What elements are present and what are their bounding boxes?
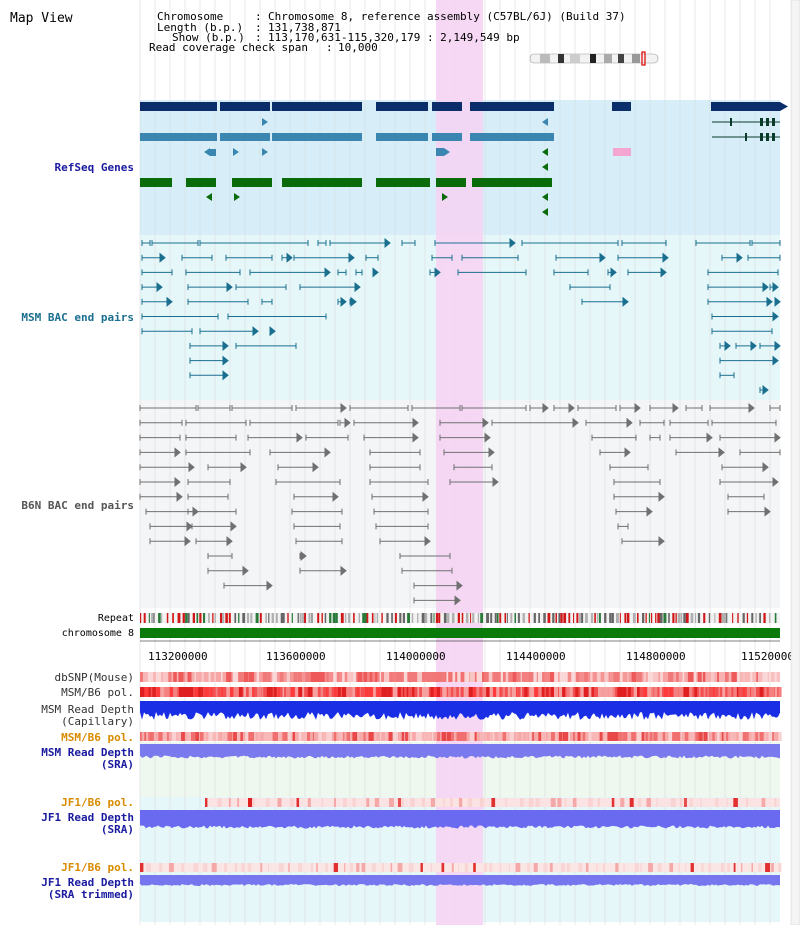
axis-tick-label: 114800000 (626, 650, 686, 663)
span-label: Read coverage check span (149, 41, 308, 54)
msm-read-depth-capillary[interactable] (140, 701, 780, 720)
jf1-read-depth-sra-trimmed[interactable] (140, 875, 780, 886)
track-label-jf1-b6-pol-2[interactable]: JF1/B6 pol. (61, 861, 134, 874)
svg-text::: : (255, 31, 262, 44)
show-value: 113,170,631-115,320,179 : 2,149,549 bp (268, 31, 520, 44)
axis-tick-label: 115200000 (741, 650, 800, 663)
page-title: Map View (10, 11, 73, 26)
jf1-b6-pol-marks (205, 798, 777, 807)
jf1-read-depth-sra[interactable] (140, 810, 780, 829)
axis-tick-label: 113600000 (266, 650, 326, 663)
track-label-jf1-depth-trim[interactable]: JF1 Read Depth (41, 876, 134, 889)
track-label-b6n-bac[interactable]: B6N BAC end pairs (21, 499, 134, 512)
length-value: 131,738,871 (268, 21, 341, 34)
show-label: Show (b.p.) (172, 31, 245, 44)
track-label-msm-depth-sra[interactable]: MSM Read Depth (41, 746, 134, 759)
header-info: Chromosome : Chromosome 8, reference ass… (149, 10, 626, 54)
position-axis: 113200000 113600000 114000000 114400000 … (140, 640, 800, 663)
refseq-genes-track[interactable] (140, 102, 788, 216)
svg-text::: : (255, 10, 262, 23)
span-value: 10,000 (338, 41, 378, 54)
chromosome-ideogram[interactable] (529, 51, 659, 66)
chromosome-label: Chromosome (157, 10, 223, 23)
track-label-msm-b6-pol-2[interactable]: MSM/B6 pol. (61, 731, 134, 744)
track-label-jf1-depth-trim-sub: (SRA trimmed) (48, 888, 134, 901)
track-label-jf1-depth-sra-sub: (SRA) (101, 823, 134, 836)
msm-read-depth-sra[interactable] (140, 744, 780, 759)
track-label-msm-b6-pol[interactable]: MSM/B6 pol. (61, 686, 134, 699)
track-label-dbsnp[interactable]: dbSNP(Mouse) (55, 671, 134, 684)
track-label-jf1-depth-sra[interactable]: JF1 Read Depth (41, 811, 134, 824)
track-label-msm-depth-cap[interactable]: MSM Read Depth (41, 703, 134, 716)
jf1-b6-pol2-marks (140, 863, 782, 872)
axis-tick-label: 114000000 (386, 650, 446, 663)
jf1-b6-pol2-bar[interactable] (140, 863, 780, 872)
chromosome-bar[interactable] (140, 628, 780, 638)
track-label-msm-bac[interactable]: MSM BAC end pairs (21, 311, 134, 324)
axis-tick-label: 113200000 (148, 650, 208, 663)
repeat-track[interactable] (140, 613, 780, 623)
dbsnp-marks (140, 672, 777, 682)
right-scrollbar-edge[interactable] (790, 0, 800, 925)
svg-text::: : (326, 41, 333, 54)
track-label-refseq[interactable]: RefSeq Genes (55, 161, 134, 174)
track-label-msm-depth-cap-sub: (Capillary) (61, 715, 134, 728)
svg-text::: : (255, 21, 262, 34)
chromosome-value: Chromosome 8, reference assembly (C57BL/… (268, 10, 626, 23)
track-label-jf1-b6-pol[interactable]: JF1/B6 pol. (61, 796, 134, 809)
msm-bac-end-pairs-track[interactable] (141, 237, 781, 396)
track-label-msm-depth-sra-sub: (SRA) (101, 758, 134, 771)
b6n-bac-end-pairs-track[interactable] (139, 402, 781, 606)
msm-b6-pol-marks (140, 687, 782, 697)
length-label: Length (b.p.) (157, 21, 243, 34)
axis-tick-label: 114400000 (506, 650, 566, 663)
track-labels: RefSeq Genes MSM BAC end pairs B6N BAC e… (21, 161, 134, 901)
track-label-chromosome[interactable]: chromosome 8 (62, 628, 134, 639)
track-label-repeat[interactable]: Repeat (98, 613, 134, 624)
msm-b6-pol2-marks (140, 732, 782, 741)
